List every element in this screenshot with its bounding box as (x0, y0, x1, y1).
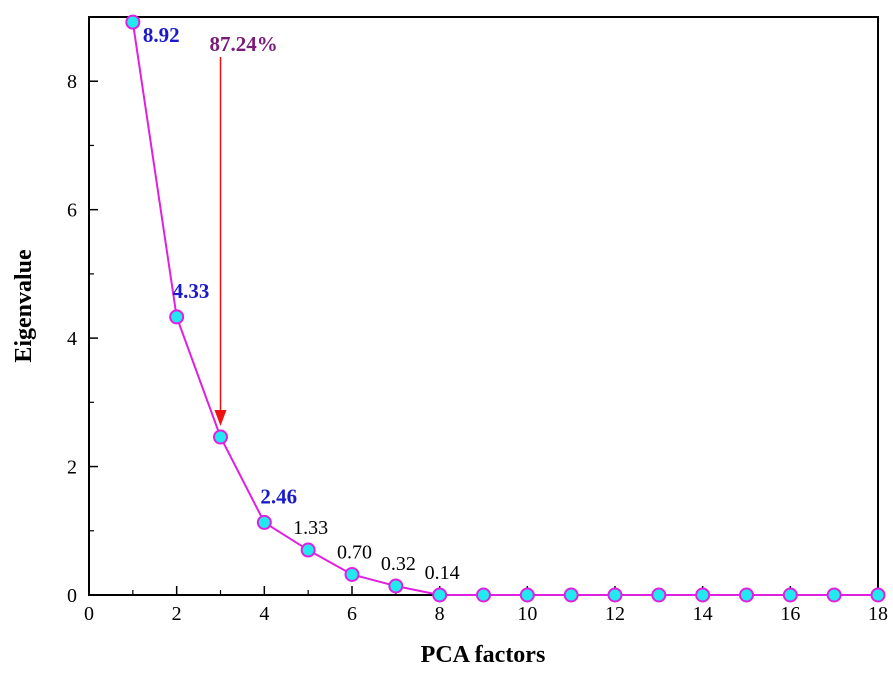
data-point (784, 589, 797, 602)
data-point (170, 310, 183, 323)
data-point (521, 589, 534, 602)
data-point (872, 589, 885, 602)
x-tick-label: 2 (172, 603, 182, 625)
y-tick-label: 2 (67, 457, 77, 479)
data-point (258, 516, 271, 529)
data-point (828, 589, 841, 602)
variance-annotation-label: 87.24% (210, 32, 278, 56)
data-point (565, 589, 578, 602)
data-point (477, 589, 490, 602)
data-point (126, 16, 139, 29)
x-axis-title: PCA factors (421, 642, 546, 668)
x-tick-label: 0 (84, 603, 94, 625)
data-point (214, 431, 227, 444)
data-label: 0.70 (337, 541, 372, 563)
data-point (346, 568, 359, 581)
data-point (740, 589, 753, 602)
data-label: 4.33 (173, 279, 210, 303)
y-tick-label: 6 (67, 200, 77, 222)
data-point (652, 589, 665, 602)
y-axis-title: Eigenvalue (11, 249, 37, 363)
data-label: 1.33 (293, 517, 328, 539)
x-tick-label: 14 (693, 603, 713, 625)
x-tick-label: 8 (435, 603, 445, 625)
x-tick-label: 16 (780, 603, 800, 625)
x-tick-label: 6 (347, 603, 357, 625)
data-point (696, 589, 709, 602)
y-tick-label: 8 (67, 71, 77, 93)
x-tick-label: 10 (517, 603, 537, 625)
data-point (389, 580, 402, 593)
data-label: 0.14 (425, 562, 460, 584)
x-tick-label: 4 (259, 603, 269, 625)
y-tick-label: 0 (67, 585, 77, 607)
data-label: 0.32 (381, 553, 416, 575)
data-point (302, 544, 315, 557)
x-tick-label: 18 (868, 603, 888, 625)
x-tick-label: 12 (605, 603, 625, 625)
data-point (433, 589, 446, 602)
data-label: 8.92 (143, 23, 180, 47)
data-point (609, 589, 622, 602)
data-label: 2.46 (260, 484, 297, 508)
y-tick-label: 4 (67, 328, 77, 350)
